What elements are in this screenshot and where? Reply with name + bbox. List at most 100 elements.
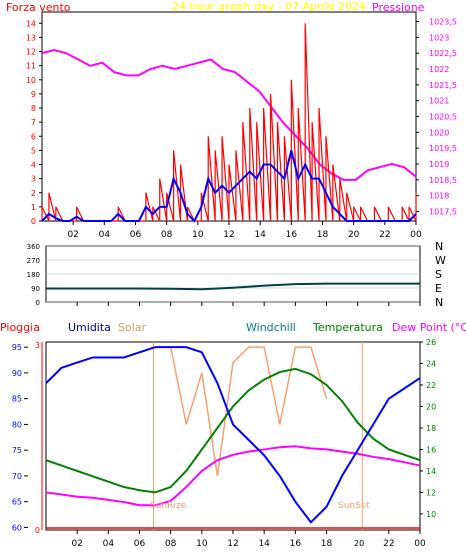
wind-tick-label: 6 [31,132,36,141]
sunset-time-marker: 20 [354,539,364,548]
temperature-humidity-panel: Pioggia Umidita Solar Windchill Temperat… [0,317,466,555]
temperature-line [45,367,421,494]
sunset-label: SunSet [338,501,370,511]
compass-label: W [435,254,446,267]
dewpoint-line [45,445,421,507]
direction-tick-label: 270 [27,257,40,265]
humidity-tick-label: 65 [12,498,22,507]
wind-tick-label: 13 [26,33,36,42]
time-tick-label: 12 [227,539,238,549]
pressure-axis-label: Pressione [372,1,425,14]
humidity-tick-label: 90 [12,369,22,378]
pressure-tick-label: 1018,5 [429,176,457,185]
solar-line [169,346,328,477]
pressure-tick-label: 1022,5 [429,49,457,58]
temperature-tick-label: 18 [426,424,436,433]
wind-tick-label: 11 [26,62,36,71]
pressure-tick-label: 1019,5 [429,144,457,153]
pressure-tick-label: 1022 [429,65,449,74]
chart-title: 24 hour graph day - 07 Aprile 2024 [172,0,366,13]
pressure-tick-label: 1021 [429,97,449,106]
time-tick-label: 02 [67,230,78,240]
temperature-tick-label: 10 [426,510,436,519]
direction-tick-label: 0 [36,299,40,307]
bottom-plot-frame [45,341,421,531]
time-tick-label: 00 [410,230,422,240]
humidity-tick-label: 85 [12,395,22,404]
time-tick-label: 22 [379,230,390,240]
time-tick-label: 04 [103,539,115,549]
rain-tick-label: 3 [35,341,40,350]
temperature-tick-label: 26 [426,338,436,347]
legend-dewpoint: Dew Point (°C) [392,321,466,334]
legend-umidita: Umidita [68,321,111,334]
compass-label: S [435,268,442,281]
temperature-humidity-chart: Pioggia Umidita Solar Windchill Temperat… [0,317,466,555]
humidity-tick-label: 70 [12,472,22,481]
wind-tick-label: 0 [31,217,36,226]
compass-label: N [435,240,443,253]
wind-tick-label: 10 [26,76,36,85]
wind-tick-label: 5 [31,146,36,155]
wind-tick-label: 7 [31,118,36,127]
time-tick-label: 10 [192,230,204,240]
wind-gust-line [41,23,417,222]
wind-tick-label: 12 [26,48,36,57]
pressure-tick-label: 1021,5 [429,81,457,90]
wind-pressure-panel: Forza vento 24 hour graph day - 07 April… [0,0,466,240]
wind-pressure-chart: Forza vento 24 hour graph day - 07 April… [0,0,466,240]
humidity-tick-label: 60 [12,523,22,532]
legend-temperatura: Temperatura [312,321,383,334]
temperature-tick-label: 20 [426,402,436,411]
direction-tick-label: 360 [27,243,40,251]
time-tick-label: 14 [258,539,270,549]
humidity-tick-label: 75 [12,446,22,455]
legend-windchill: Windchill [246,321,296,334]
temperature-tick-label: 14 [426,467,436,476]
time-tick-label: 20 [348,230,360,240]
rain-tick-label: 0 [35,526,40,535]
pressure-tick-label: 1023,5 [429,18,457,27]
time-tick-label: 04 [99,230,111,240]
wind-direction-line [46,282,420,291]
temperature-tick-label: 22 [426,381,436,390]
pressure-tick-label: 1019 [429,160,449,169]
time-tick-label: 14 [254,230,266,240]
wind-tick-label: 4 [31,161,36,170]
wind-axis-label: Forza vento [6,1,71,14]
pressure-tick-label: 1020 [429,128,449,137]
compass-label: E [435,282,442,295]
time-tick-label: 08 [165,539,177,549]
wind-tick-label: 9 [31,90,36,99]
time-tick-label: 22 [383,539,394,549]
pressure-tick-label: 1018 [429,192,449,201]
wind-tick-label: 1 [31,203,36,212]
time-tick-label: 18 [317,230,329,240]
time-tick-label: 00 [414,539,426,549]
pressure-tick-label: 1017,5 [429,208,457,217]
time-tick-label: 18 [321,539,333,549]
humidity-tick-label: 95 [12,343,22,352]
wind-tick-label: 14 [26,19,36,28]
compass-label: N [435,296,443,309]
legend-pioggia: Pioggia [0,321,40,334]
time-tick-label: 10 [196,539,208,549]
humidity-tick-label: 80 [12,420,22,429]
time-tick-label: 02 [71,539,82,549]
wind-tick-label: 8 [31,104,36,113]
time-tick-label: 16 [290,539,302,549]
time-tick-label: 12 [223,230,234,240]
temperature-tick-label: 16 [426,445,436,454]
pressure-tick-label: 1020,5 [429,113,457,122]
pressure-line [41,48,417,181]
wind-tick-label: 3 [31,175,36,184]
time-tick-label: 16 [286,230,298,240]
direction-tick-label: 180 [27,271,40,279]
wind-tick-label: 2 [31,189,36,198]
temperature-tick-label: 24 [426,359,436,368]
time-tick-label: 08 [161,230,173,240]
temperature-tick-label: 12 [426,488,436,497]
sunrise-label: SunRize [150,501,187,511]
